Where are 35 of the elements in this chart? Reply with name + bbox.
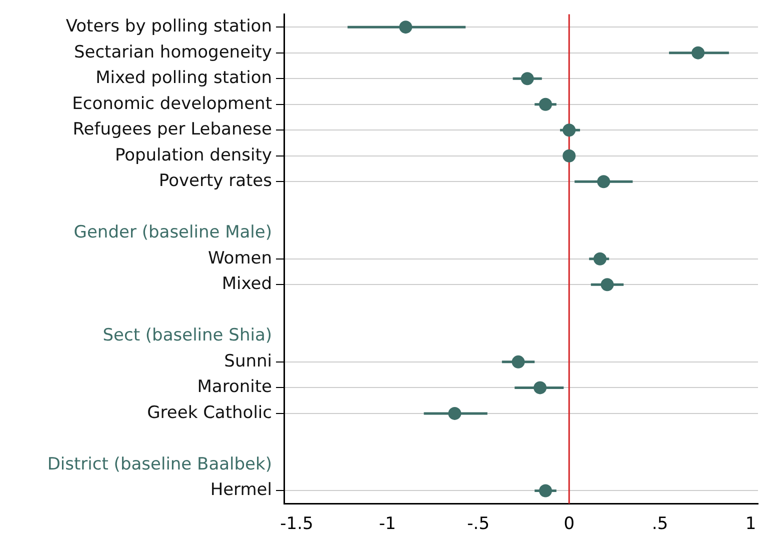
y-tick-label: Economic development [72,94,272,114]
point [399,20,412,34]
y-tick-label: Greek Catholic [147,402,272,423]
y-tick-label: Women [208,248,272,268]
point [594,252,606,266]
y-tick-label: Maronite [197,377,272,398]
x-tick-label: 1 [745,514,756,534]
y-tick-label: Mixed polling station [96,68,272,88]
x-tick-label: .5 [652,514,668,534]
y-tick-label: District (baseline Baalbek) [47,454,272,474]
y-tick-label: Hermel [210,480,272,500]
y-tick-label: Sectarian homogeneity [74,42,272,62]
point [539,484,552,498]
y-tick-label: Poverty rates [158,171,272,192]
point [597,175,610,188]
y-tick-label: Mixed [222,274,272,294]
y-tick-label: Sunni [224,351,272,372]
x-tick-label: 0 [564,514,575,534]
point [448,406,462,420]
x-tick-label: -1 [379,514,396,534]
x-tick-label: -1.5 [280,514,314,534]
point [692,46,705,60]
y-tick-label: Population density [114,145,272,166]
y-tick-label: Gender (baseline Male) [74,222,272,243]
point [562,149,576,162]
y-tick-label: Refugees per Lebanese [72,120,272,140]
point [562,124,576,137]
x-tick-label: -.5 [467,514,490,534]
point [539,98,552,111]
point [512,355,525,368]
y-tick-label: Sect (baseline Shia) [102,326,272,346]
y-tick-label: Voters by polling station [66,16,272,36]
point [534,381,547,394]
point [600,278,614,292]
point [520,72,534,86]
